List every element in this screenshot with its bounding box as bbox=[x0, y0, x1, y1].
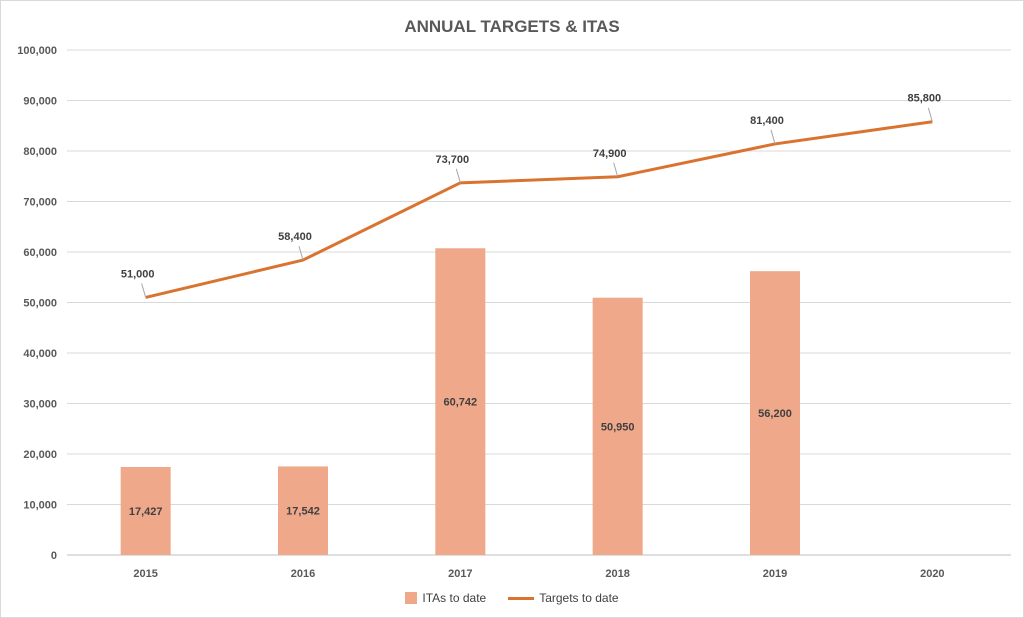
x-tick-label: 2020 bbox=[920, 568, 944, 580]
label-leader-line bbox=[298, 245, 304, 261]
y-tick-label: 20,000 bbox=[23, 449, 57, 461]
bar-data-label: 17,427 bbox=[129, 506, 163, 518]
line-data-label: 81,400 bbox=[750, 115, 784, 127]
legend-swatch-bar bbox=[405, 592, 418, 604]
bar-data-label: 50,950 bbox=[601, 421, 635, 433]
chart-legend: ITAs to date Targets to date bbox=[1, 591, 1023, 605]
x-tick-label: 2016 bbox=[291, 568, 315, 580]
y-tick-label: 100,000 bbox=[17, 45, 57, 57]
label-leader-line bbox=[770, 129, 776, 145]
y-tick-label: 10,000 bbox=[23, 500, 57, 512]
legend-label-targets: Targets to date bbox=[539, 591, 619, 605]
series-line-targets bbox=[145, 120, 933, 299]
y-tick-label: 70,000 bbox=[23, 197, 57, 209]
legend-label-itas: ITAs to date bbox=[422, 591, 487, 605]
chart-plot-area: 0 10,000 20,000 30,000 40,000 50,000 60,000 70,… bbox=[17, 45, 1011, 580]
legend-item-targets: Targets to date bbox=[508, 591, 619, 605]
chart-title: ANNUAL TARGETS & ITAS bbox=[404, 17, 620, 36]
bar bbox=[750, 271, 800, 555]
bar bbox=[592, 297, 643, 555]
line-data-label: 73,700 bbox=[436, 154, 470, 166]
line-data-label: 51,000 bbox=[121, 268, 155, 280]
bar-data-label: 60,742 bbox=[444, 397, 478, 409]
y-tick-label: 90,000 bbox=[23, 96, 57, 108]
bar bbox=[278, 466, 328, 555]
line-data-label: 74,900 bbox=[593, 148, 627, 160]
x-tick-label: 2019 bbox=[763, 568, 787, 580]
bar-data-label: 56,200 bbox=[758, 408, 792, 420]
line-data-label: 85,800 bbox=[908, 93, 942, 105]
y-tick-label: 60,000 bbox=[23, 247, 57, 259]
y-tick-label: 30,000 bbox=[23, 399, 57, 411]
label-leader-line bbox=[141, 283, 147, 298]
x-tick-label: 2018 bbox=[605, 568, 629, 580]
legend-item-itas: ITAs to date bbox=[405, 591, 486, 605]
label-leader-line bbox=[455, 168, 461, 183]
y-tick-label: 0 bbox=[51, 550, 57, 562]
line-data-label: 58,400 bbox=[278, 231, 312, 243]
x-tick-label: 2015 bbox=[133, 568, 157, 580]
bar bbox=[120, 466, 171, 555]
y-tick-label: 50,000 bbox=[23, 298, 57, 310]
label-leader-line bbox=[613, 162, 619, 177]
x-tick-label: 2017 bbox=[448, 568, 472, 580]
y-tick-label: 40,000 bbox=[23, 348, 57, 360]
bar-data-label: 17,542 bbox=[286, 506, 320, 518]
bar bbox=[435, 248, 486, 555]
label-leader-line bbox=[927, 107, 933, 122]
y-tick-label: 80,000 bbox=[23, 146, 57, 158]
legend-swatch-line bbox=[508, 596, 535, 600]
